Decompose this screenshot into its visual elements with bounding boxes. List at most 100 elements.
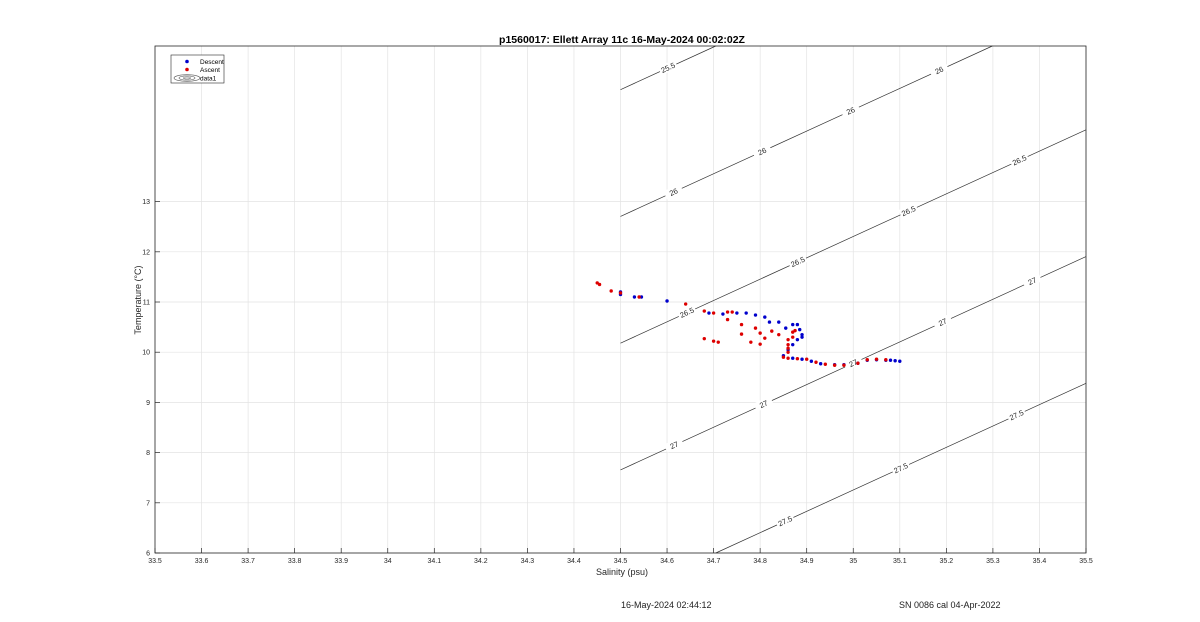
ascent-point <box>739 332 744 336</box>
ascent-point <box>725 317 730 322</box>
isopycnal-label: 26 <box>934 65 945 77</box>
descent-point <box>795 337 800 342</box>
descent-point <box>744 311 748 315</box>
ascent-point <box>711 311 716 315</box>
isopycnal-label-bg <box>928 62 950 78</box>
legend-box <box>170 54 225 84</box>
ascent-point <box>725 310 730 314</box>
footer-calibration: SN 0086 cal 04-Apr-2022 <box>899 600 1001 610</box>
isopycnal-label-bg <box>840 102 861 119</box>
x-tick-label: 35.3 <box>986 558 1000 565</box>
y-tick-label: 12 <box>142 249 150 256</box>
x-tick-label: 33.6 <box>195 558 209 565</box>
ascent-point <box>618 291 623 295</box>
descent-point <box>798 327 802 332</box>
ascent-point <box>777 332 781 337</box>
ascent-point <box>874 357 879 361</box>
isopycnal-label: 27 <box>848 357 859 369</box>
descent-point <box>898 359 902 363</box>
descent-point <box>791 322 795 327</box>
x-tick-label: 35.5 <box>1079 558 1093 565</box>
x-tick-label: 33.8 <box>288 558 302 565</box>
x-tick-label: 35.2 <box>940 558 954 565</box>
ascent-point <box>786 350 790 354</box>
ascent-point <box>832 363 837 367</box>
descent-point <box>763 315 767 319</box>
ascent-point <box>814 360 818 364</box>
isopycnal-label: 27 <box>937 316 948 328</box>
legend-label-contours: data1 <box>200 76 217 83</box>
ascent-point <box>791 335 795 339</box>
ascent-point <box>683 302 688 306</box>
isopycnal-label-bg <box>663 183 684 200</box>
descent-point <box>753 313 758 317</box>
x-tick-label: 35 <box>849 558 857 565</box>
x-tick-label: 34.1 <box>427 558 441 565</box>
isopycnal-label-bg <box>1006 406 1027 423</box>
y-tick-label: 10 <box>142 350 150 357</box>
ascent-point <box>758 342 762 346</box>
grid <box>154 46 1087 554</box>
ascent-point <box>786 346 790 350</box>
ascent-point <box>637 295 641 299</box>
legend: Descent Ascent data1 <box>170 54 225 84</box>
legend-contour-icon <box>173 74 201 82</box>
ascent-point <box>758 331 762 335</box>
x-tick-label: 34.3 <box>521 558 535 565</box>
descent-point <box>791 342 795 347</box>
x-tick-label: 35.1 <box>893 558 907 565</box>
isopycnal-label-bg <box>1009 152 1030 168</box>
isopycnal-label-bg <box>842 354 864 371</box>
isopycnal-label: 26 <box>668 186 679 198</box>
ascent-point <box>884 358 888 362</box>
y-tick-label: 9 <box>146 400 150 407</box>
ascent-point <box>786 337 790 342</box>
descent-point <box>800 357 804 361</box>
ascent-point <box>805 357 809 361</box>
chart-title: p1560017: Ellett Array 11c 16-May-2024 0… <box>499 34 746 46</box>
y-axis-label: Temperature (°C) <box>133 265 143 334</box>
descent-point <box>767 320 772 324</box>
isopycnal-label-bg <box>753 395 774 412</box>
isopycnal-label: 26 <box>756 146 767 158</box>
x-axis-ticks: 33.5 33.6 33.7 33.8 33.9 34 34.1 34.2 34.3 34.4 34… <box>148 548 1093 565</box>
x-tick-label: 34.8 <box>753 558 767 565</box>
x-axis-label: Salinity (psu) <box>596 567 648 577</box>
ascent-point <box>753 326 758 330</box>
ascent-point <box>716 340 720 344</box>
descent-point <box>791 356 795 360</box>
x-tick-label: 34.7 <box>707 558 721 565</box>
x-tick-label: 34.6 <box>660 558 674 565</box>
x-tick-label: 34.9 <box>800 558 814 565</box>
descent-point <box>795 322 800 327</box>
descent-point <box>818 362 823 366</box>
isopycnal-label: 27 <box>1027 275 1038 287</box>
y-tick-label: 6 <box>146 551 150 558</box>
x-tick-label: 35.4 <box>1033 558 1047 565</box>
ascent-point <box>786 356 790 360</box>
x-tick-label: 34.5 <box>614 558 628 565</box>
descent-point <box>800 335 804 339</box>
legend-label-ascent: Ascent <box>200 67 220 74</box>
ascent-point <box>597 282 602 287</box>
ascent-point <box>609 289 613 293</box>
x-tick-label: 34 <box>384 558 392 565</box>
isopycnal-label-bg <box>890 459 911 476</box>
descent-point <box>784 326 788 330</box>
descent-point <box>893 359 897 363</box>
ascent-point <box>763 336 767 340</box>
isopycnal-line <box>620 45 993 217</box>
isopycnal-label-bg <box>898 202 919 219</box>
ascent-point <box>856 361 860 365</box>
isopycnal-label: 27 <box>758 398 769 410</box>
descent-point <box>800 332 804 337</box>
ascent-point <box>842 363 846 367</box>
y-tick-label: 8 <box>146 450 150 457</box>
legend-marker-ascent <box>185 67 189 72</box>
isopycnal-line <box>620 129 1087 344</box>
descent-point <box>735 311 739 315</box>
footer-timestamp: 16-May-2024 02:44:12 <box>621 600 712 610</box>
ascent-point <box>702 336 706 341</box>
descent-point <box>665 299 669 303</box>
ascent-point <box>781 355 786 359</box>
